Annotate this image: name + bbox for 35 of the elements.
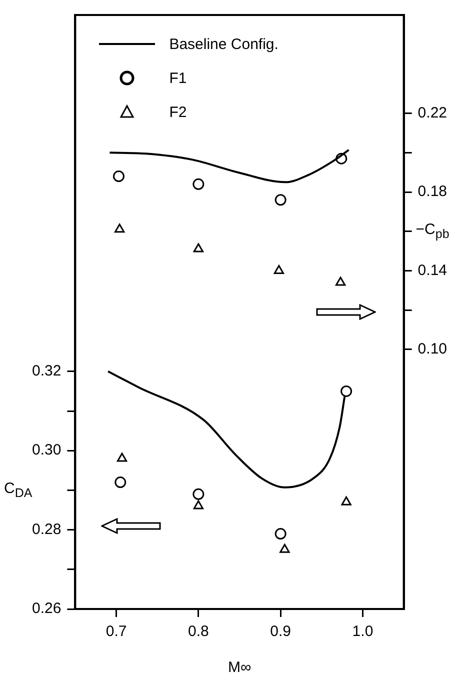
y-tick-label: 0.32 [32, 362, 62, 380]
legend-label: F2 [169, 104, 187, 120]
y2-tick-label: 0.22 [418, 104, 448, 122]
point [274, 194, 286, 206]
x-tick-label: 0.9 [270, 623, 292, 640]
x-tick-label: 0.8 [188, 623, 209, 640]
point [193, 243, 204, 252]
legend-label: F1 [169, 70, 187, 86]
point [192, 488, 204, 500]
point [340, 385, 352, 397]
point [274, 264, 284, 274]
point [335, 276, 346, 286]
point [341, 496, 352, 506]
x-tick-label: 0.7 [106, 623, 127, 640]
point [274, 528, 286, 540]
point [112, 170, 124, 182]
y-axis-title: C$_{DA}$ [4, 480, 32, 500]
point [193, 500, 204, 510]
point [114, 224, 125, 233]
point [280, 544, 290, 553]
y2-tick-label: 0.14 [418, 262, 448, 279]
point [116, 452, 128, 462]
point [114, 476, 126, 488]
y2-tick-label: 0.10 [418, 340, 448, 358]
point [192, 178, 204, 190]
y-tick-label: 0.30 [32, 442, 62, 459]
legend-label: Baseline Config. [169, 36, 278, 52]
y-tick-label: 0.28 [32, 520, 62, 538]
y2-tick-label: 0.18 [418, 183, 448, 200]
point [336, 152, 348, 164]
y2-axis-title: −C$_{pb}$ [416, 221, 450, 242]
line-series [108, 148, 350, 184]
x-axis-title: M∞ [228, 658, 252, 676]
x-tick-label: 1.0 [352, 623, 374, 640]
y-tick-label: 0.26 [32, 600, 62, 618]
